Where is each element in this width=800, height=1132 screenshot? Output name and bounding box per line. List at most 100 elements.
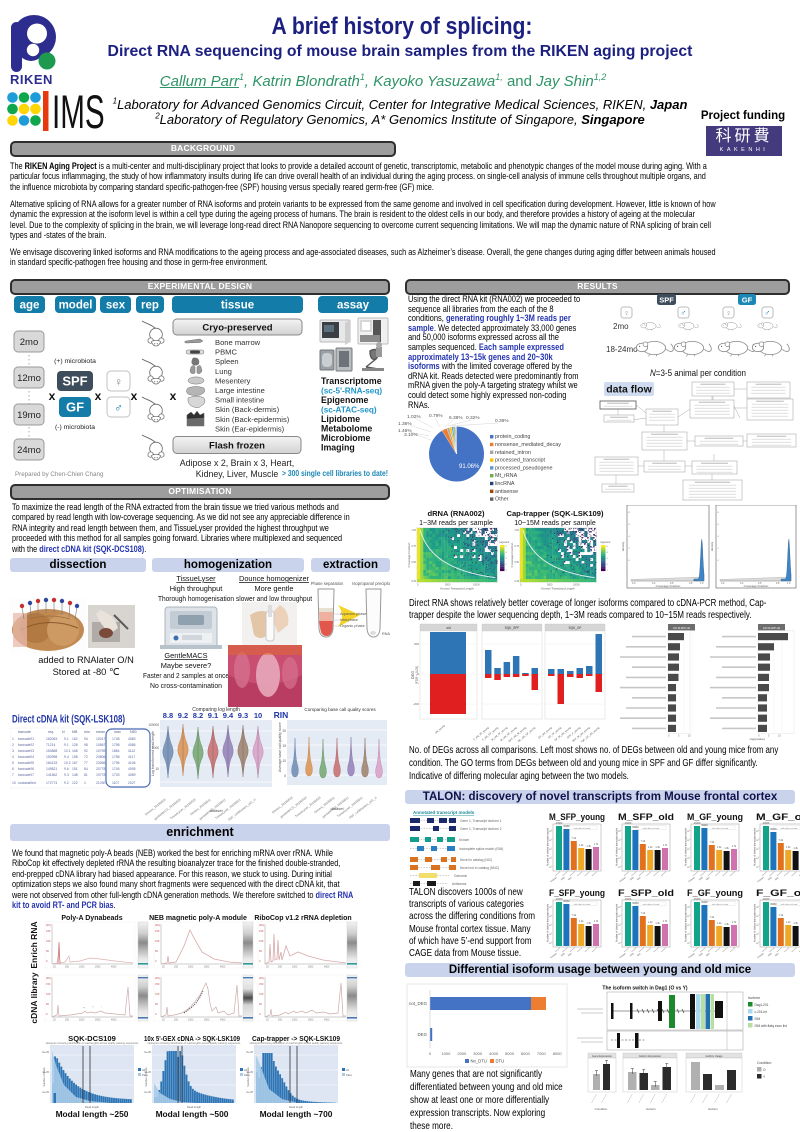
svg-text:Lipidome: Lipidome — [321, 414, 360, 424]
svg-text:1.36%: 1.36% — [398, 421, 412, 427]
svg-text:Gene 1, Transcript isoform 1: Gene 1, Transcript isoform 1 — [460, 819, 502, 823]
svg-text:10: 10 — [155, 767, 159, 771]
svg-text:0.79%: 0.79% — [429, 413, 443, 419]
svg-text:2: 2 — [12, 743, 14, 747]
svg-text:rep: rep — [141, 300, 159, 312]
svg-text:10000: 10000 — [573, 584, 580, 587]
svg-text:Mesentery: Mesentery — [215, 376, 251, 385]
svg-text:Other: Other — [495, 497, 509, 503]
svg-text:104: 104 — [687, 830, 690, 833]
svg-text:N=3-5 animal per condition: N=3-5 animal per condition — [650, 368, 746, 379]
svg-text:Known Transcript Length: Known Transcript Length — [541, 587, 575, 591]
svg-text:Poly-A Dynabeads: Poly-A Dynabeads — [61, 915, 122, 922]
svg-text:100: 100 — [618, 942, 621, 945]
svg-text:1.00: 1.00 — [411, 529, 416, 532]
svg-text:6: 6 — [629, 524, 631, 526]
svg-text:(sc-ATAC-seq): (sc-ATAC-seq) — [321, 406, 377, 415]
svg-text:Imaging: Imaging — [321, 443, 355, 453]
svg-text:154868: 154868 — [46, 749, 57, 753]
svg-text:104: 104 — [756, 906, 759, 909]
svg-text:DEG: DEG — [417, 1032, 427, 1037]
svg-text:1745: 1745 — [112, 767, 120, 771]
svg-text:1000: 1000 — [152, 746, 159, 750]
svg-text:All: All — [142, 1068, 145, 1072]
svg-text:NIC: NIC — [636, 876, 641, 881]
svg-text:NIC: NIC — [705, 952, 710, 957]
svg-text:1.46%: 1.46% — [398, 428, 412, 434]
svg-text:Stored at -80 ℃: Stored at -80 ℃ — [53, 667, 120, 677]
svg-text:*: * — [101, 1007, 102, 1009]
svg-text:DEG: DEG — [411, 671, 415, 679]
svg-text:RNA Pellet: RNA Pellet — [382, 632, 390, 636]
svg-text:103: 103 — [756, 915, 759, 918]
svg-text:Skin (Ear-epidermis): Skin (Ear-epidermis) — [215, 424, 285, 433]
svg-text:with data in hand: with data in hand — [574, 827, 591, 830]
svg-text:1107: 1107 — [112, 781, 119, 785]
svg-text:Known: Known — [688, 952, 696, 959]
svg-text:F_GF_old: F_GF_old — [756, 888, 800, 899]
svg-text:Isoform: Isoform — [646, 1107, 657, 1111]
svg-text:unclassified: unclassified — [18, 781, 36, 785]
svg-text:101: 101 — [618, 857, 621, 860]
svg-text:0.75: 0.75 — [411, 545, 416, 548]
svg-text:M_GF_young: M_GF_young — [687, 812, 743, 823]
svg-text:processed_pseudogene: processed_pseudogene — [495, 465, 553, 471]
svg-text:43069: 43069 — [763, 898, 770, 901]
svg-text:ISM: ISM — [767, 876, 772, 881]
svg-text:104: 104 — [618, 830, 621, 833]
svg-text:-log(pvalue): -log(pvalue) — [749, 737, 765, 741]
svg-text:1.4k: 1.4k — [786, 921, 791, 924]
svg-text:Number of reads: Number of reads — [144, 1067, 148, 1087]
svg-text:158: 158 — [72, 755, 78, 759]
svg-text:GF: GF — [742, 295, 753, 304]
svg-text:20778: 20778 — [96, 767, 106, 771]
svg-text:21030: 21030 — [96, 781, 106, 785]
svg-text:19mo: 19mo — [17, 410, 41, 421]
svg-text:122: 122 — [72, 781, 78, 785]
svg-text:NIC: NIC — [705, 876, 710, 881]
svg-text:Interphase: Interphase — [340, 618, 358, 622]
svg-text:max: max — [114, 730, 121, 734]
svg-text:Skin (Back-dermis): Skin (Back-dermis) — [215, 405, 280, 414]
svg-text:1.4k: 1.4k — [579, 844, 584, 847]
svg-text:1.3k: 1.3k — [655, 922, 660, 925]
svg-text:1.4k: 1.4k — [579, 920, 584, 923]
svg-text:104: 104 — [756, 830, 759, 833]
svg-text:2: 2 — [506, 564, 508, 566]
svg-text:102: 102 — [756, 924, 759, 927]
svg-text:High throughput: High throughput — [170, 584, 223, 593]
svg-text:0.5: 0.5 — [670, 582, 674, 585]
svg-text:2: 2 — [718, 548, 720, 550]
svg-text:PBF_cellMarkers_plG_H: PBF_cellMarkers_plG_H — [227, 798, 256, 822]
svg-text:39060: 39060 — [770, 903, 777, 906]
svg-text:0: 0 — [629, 560, 631, 562]
svg-text:1.3k: 1.3k — [724, 923, 729, 926]
svg-text:with data in hand: with data in hand — [781, 827, 798, 830]
svg-text:5000: 5000 — [505, 1051, 515, 1056]
svg-text:0.32%: 0.32% — [466, 415, 480, 421]
svg-text:167: 167 — [72, 761, 78, 765]
svg-text:Y: Y — [763, 1075, 766, 1079]
svg-text:23056: 23056 — [96, 761, 106, 765]
svg-text:164133: 164133 — [46, 761, 57, 765]
svg-text:Isoform: Isoform — [708, 1107, 719, 1111]
svg-text:DTU: DTU — [496, 1059, 505, 1064]
svg-text:18-24mo: 18-24mo — [606, 345, 638, 354]
svg-text:103: 103 — [687, 915, 690, 918]
svg-text:Number of reads: Number of reads — [246, 1067, 250, 1087]
svg-text:Dounce homogenizer: Dounce homogenizer — [239, 575, 310, 583]
svg-text:1: 1 — [607, 570, 609, 572]
svg-text:1.3k: 1.3k — [586, 845, 591, 848]
svg-text:Metabolome: Metabolome — [321, 424, 372, 434]
svg-text:148: 148 — [72, 773, 78, 777]
svg-text:Lung: Lung — [215, 367, 232, 376]
svg-text:43069: 43069 — [694, 898, 701, 901]
svg-text:Pass: Pass — [142, 1073, 148, 1077]
svg-text:ISM with flaky exon list: ISM with flaky exon list — [755, 1024, 787, 1028]
svg-text:0.39%: 0.39% — [495, 418, 509, 424]
svg-text:1: 1 — [12, 737, 14, 741]
svg-text:0: 0 — [417, 672, 419, 676]
svg-text:43069: 43069 — [625, 898, 632, 901]
svg-text:1798: 1798 — [112, 743, 120, 747]
svg-text:Faster and 2 samples at once: Faster and 2 samples at once — [143, 671, 229, 680]
